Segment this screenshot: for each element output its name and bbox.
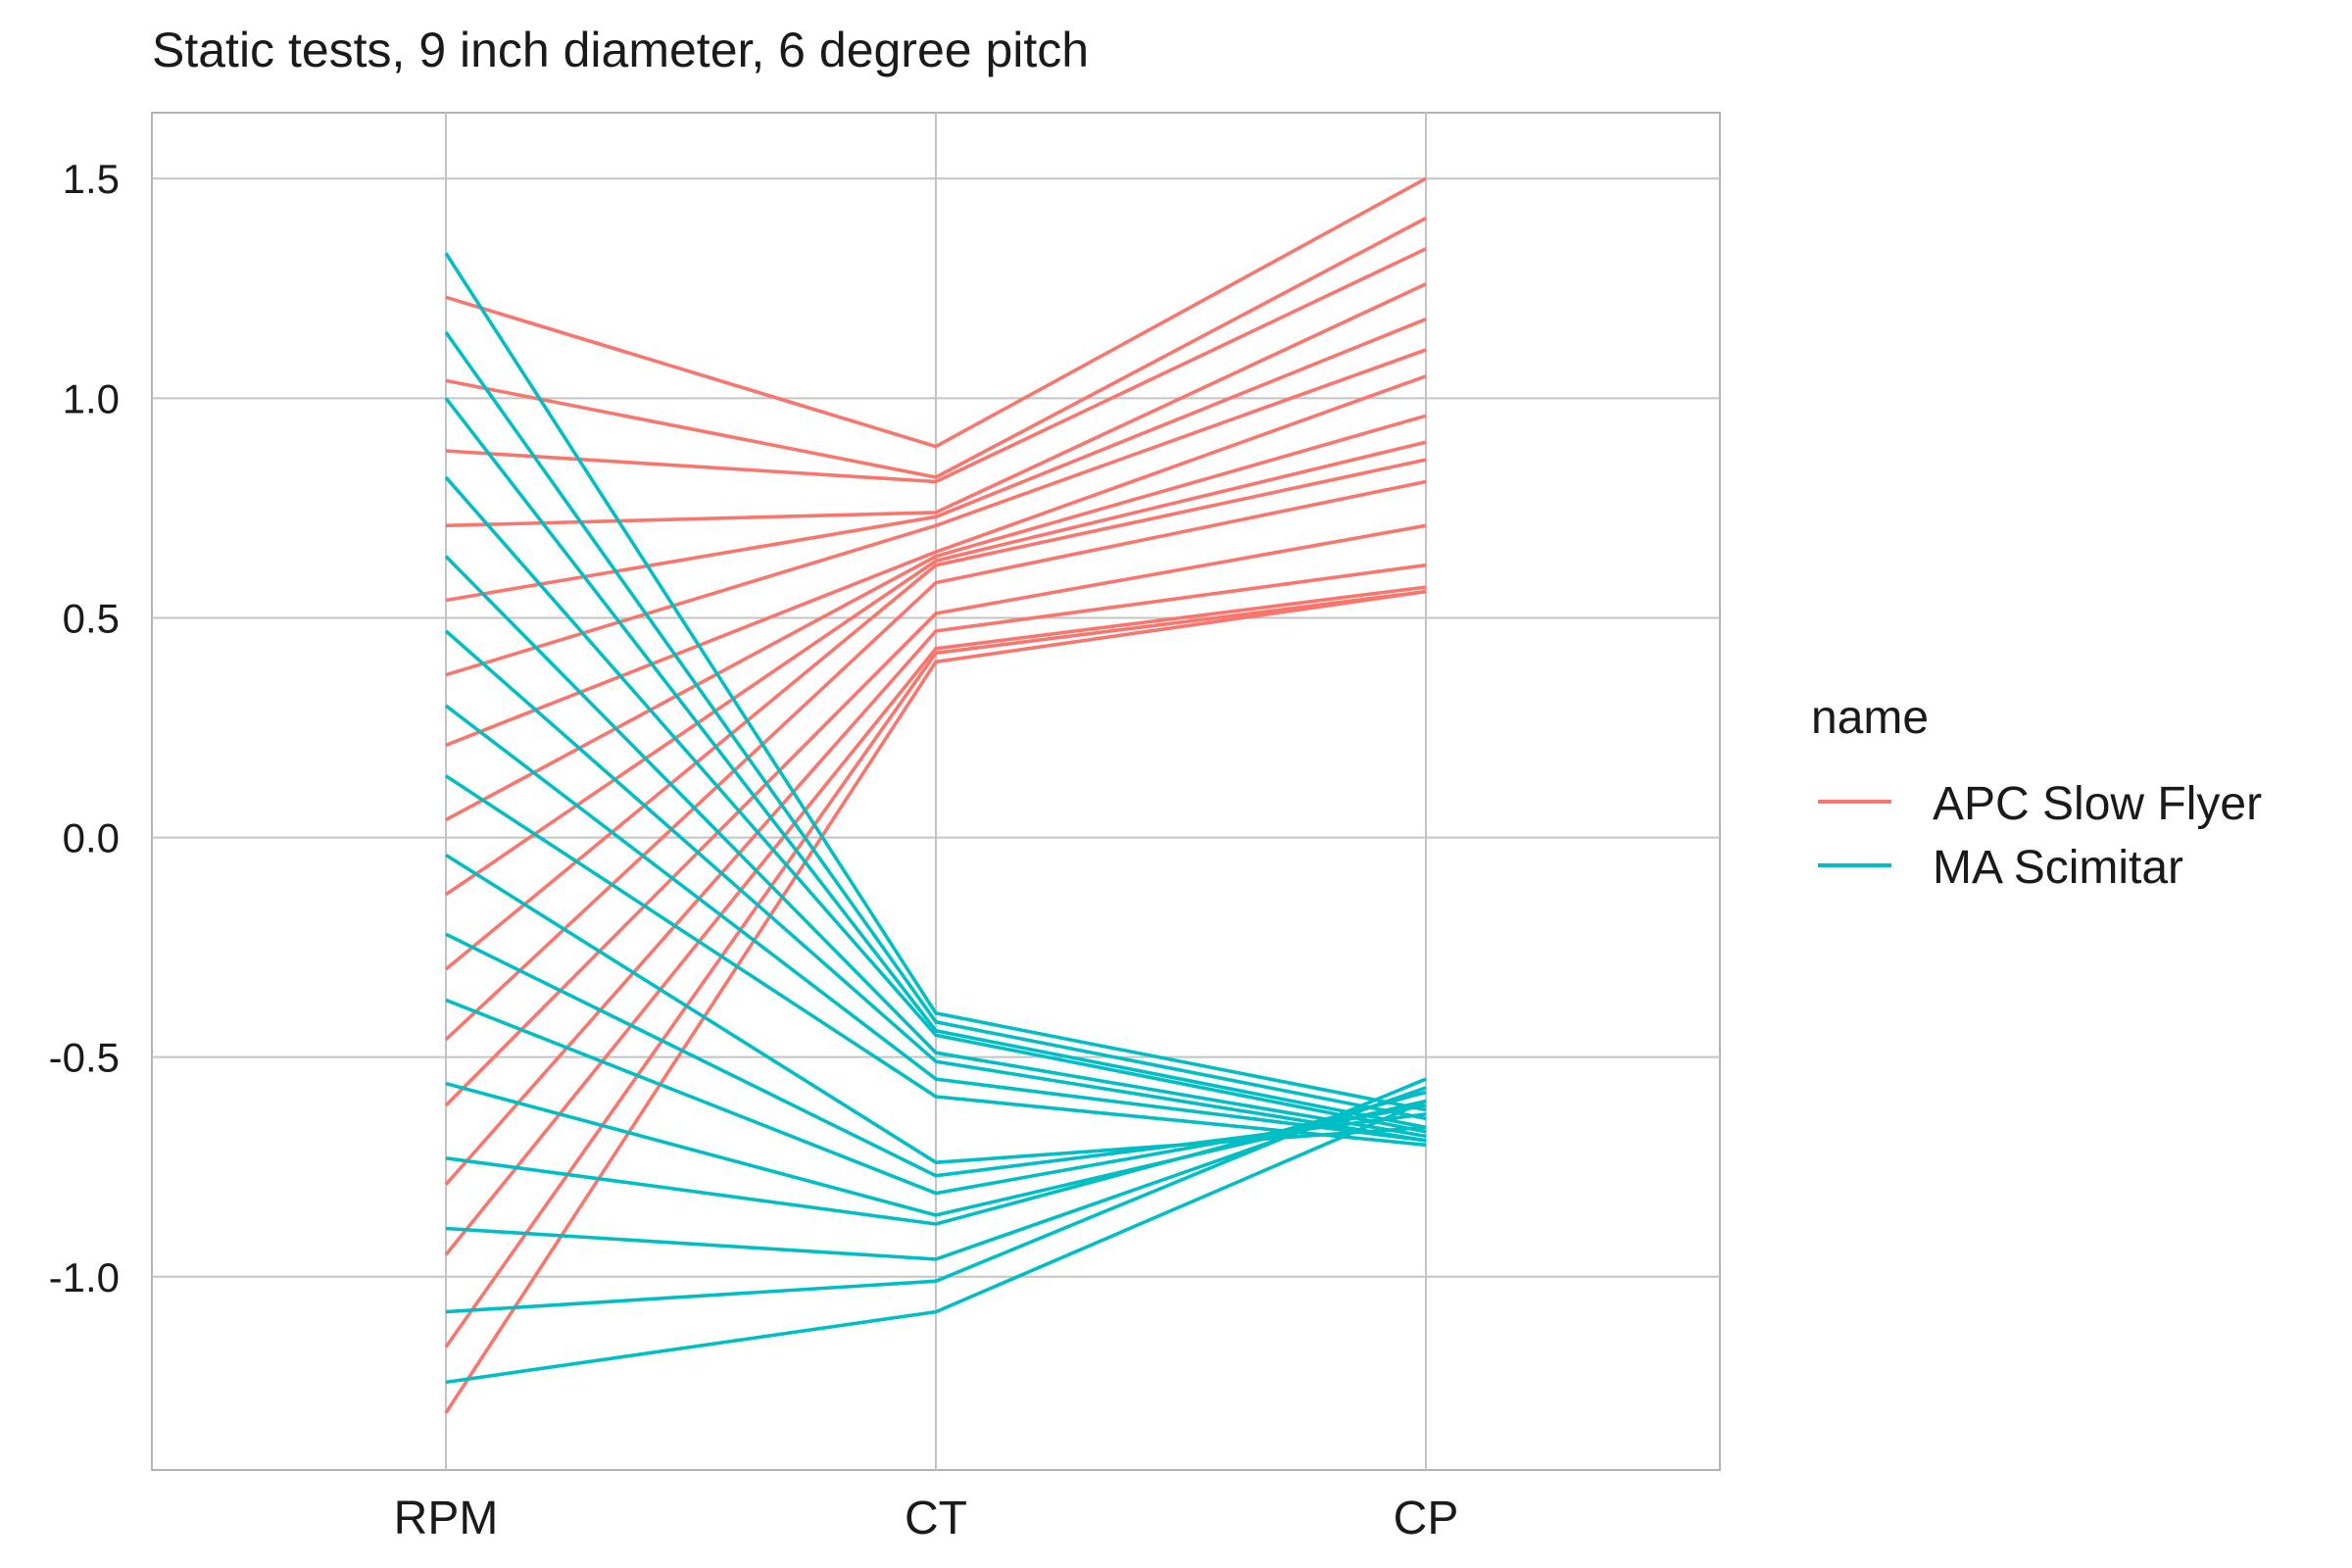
series-line-apc-slow-flyer (445, 176, 1427, 449)
y-tick-label: -0.5 (49, 1035, 120, 1081)
x-tick-label-ct: CT (905, 1493, 967, 1544)
series-line-apc-slow-flyer (444, 458, 1427, 971)
legend: name APC Slow Flyer MA Scimitar (1811, 692, 2262, 894)
y-tick-label: 1.0 (63, 375, 120, 421)
series-line-ma-scimitar (445, 774, 1427, 1148)
series-line-ma-scimitar (444, 397, 1427, 1130)
legend-title: name (1811, 692, 1929, 744)
series-line-apc-slow-flyer (444, 563, 1427, 1186)
series-line-apc-slow-flyer (444, 440, 1427, 897)
series-line-ma-scimitar (444, 252, 1427, 1112)
x-axis-ticks: RPM CT CP (394, 1493, 1459, 1544)
series-line-apc-slow-flyer (444, 479, 1427, 1042)
series-line-apc-slow-flyer (445, 247, 1427, 484)
x-gridlines (445, 113, 1427, 1470)
x-tick-label-rpm: RPM (394, 1493, 499, 1544)
series-line-ma-scimitar (444, 629, 1427, 1143)
series-line-apc-slow-flyer (445, 414, 1427, 822)
series-line-apc-slow-flyer (444, 523, 1427, 1107)
series-line-ma-scimitar (445, 1090, 1427, 1226)
legend-label-ma-scimitar: MA Scimitar (1933, 842, 2183, 894)
y-tick-label: -1.0 (49, 1254, 120, 1300)
series-line-ma-scimitar (444, 555, 1427, 1139)
series-line-apc-slow-flyer (444, 589, 1427, 1348)
x-tick-label-cp: CP (1394, 1493, 1459, 1544)
series-line-ma-scimitar (445, 1099, 1427, 1385)
series-line-ma-scimitar (445, 1077, 1427, 1314)
series-line-apc-slow-flyer (445, 348, 1427, 677)
series-line-apc-slow-flyer (445, 282, 1427, 528)
legend-label-apc-slow-flyer: APC Slow Flyer (1933, 778, 2262, 830)
series-line-ma-scimitar (444, 331, 1427, 1121)
y-tick-label: 0.0 (63, 815, 120, 861)
chart-title: Static tests, 9 inch diameter, 6 degree … (152, 23, 1089, 77)
series-line-ma-scimitar (445, 1081, 1427, 1217)
series-line-apc-slow-flyer (444, 589, 1427, 1414)
series-lines (444, 176, 1427, 1414)
series-line-ma-scimitar (444, 475, 1427, 1134)
y-tick-label: 0.5 (63, 595, 120, 641)
series-line-apc-slow-flyer (444, 585, 1427, 1256)
series-line-apc-slow-flyer (445, 374, 1427, 748)
series-line-ma-scimitar (444, 704, 1427, 1143)
series-line-apc-slow-flyer (445, 318, 1427, 603)
series-line-apc-slow-flyer (445, 217, 1427, 479)
y-tick-label: 1.5 (63, 156, 120, 202)
y-axis-ticks: 1.5 1.0 0.5 0.0 -0.5 -1.0 (49, 156, 120, 1300)
